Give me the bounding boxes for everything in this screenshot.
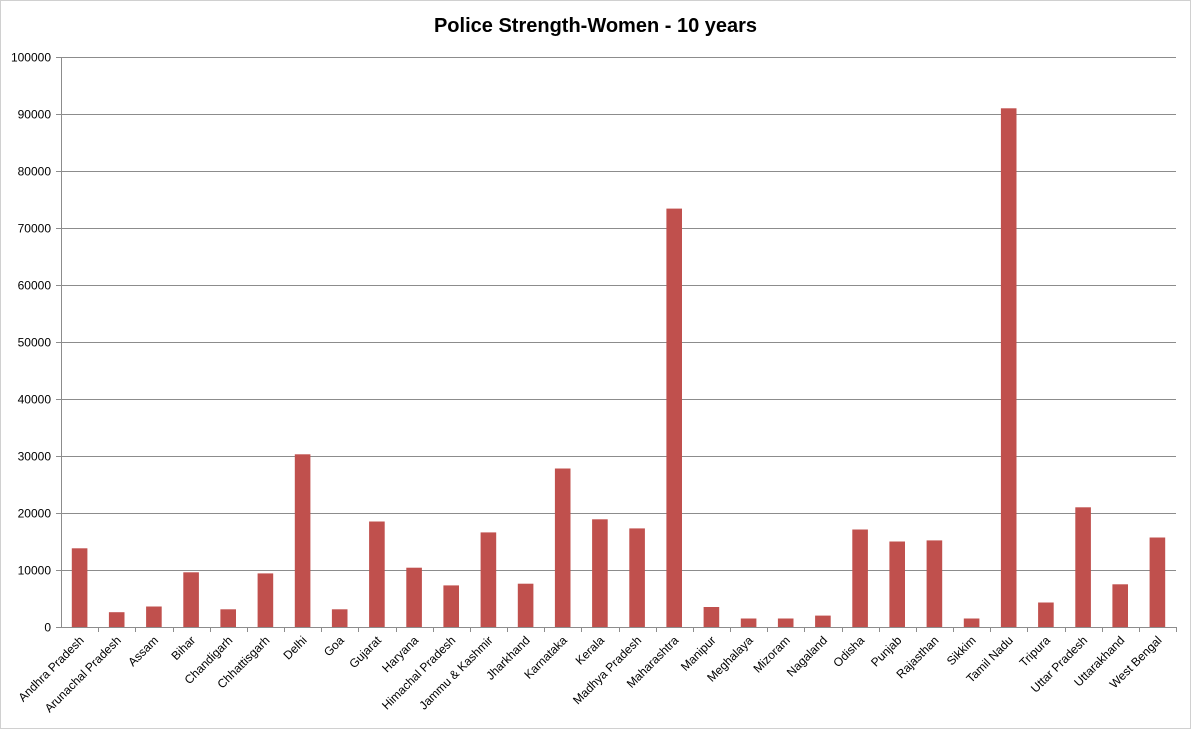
bar [257, 573, 274, 627]
bar [740, 618, 757, 627]
x-tick-label: Andhra Pradesh [15, 633, 86, 704]
x-tick-label: Assam [125, 633, 161, 669]
bar [1149, 537, 1166, 627]
y-tick-label: 70000 [18, 222, 52, 236]
bar [554, 468, 571, 627]
y-tick-label: 20000 [18, 507, 52, 521]
bar [629, 528, 645, 627]
bar [294, 454, 311, 627]
bar [815, 615, 831, 627]
bar [703, 607, 720, 627]
y-tick-label: 10000 [18, 564, 52, 578]
bar [443, 585, 459, 627]
y-tick-label: 0 [44, 621, 51, 635]
y-tick-label: 90000 [18, 108, 52, 122]
bar [480, 532, 497, 627]
x-tick-label: Bihar [168, 633, 198, 663]
bar [406, 567, 422, 627]
bar [1000, 108, 1017, 628]
x-tick-label: Kerala [573, 633, 608, 668]
y-tick-label: 60000 [18, 279, 52, 293]
bar [592, 519, 608, 627]
bar [1075, 507, 1091, 627]
bar [71, 548, 88, 627]
bar [108, 612, 125, 627]
x-tick-label: Sikkim [944, 633, 979, 668]
y-tick-label: 50000 [18, 336, 52, 350]
y-tick-label: 30000 [18, 450, 52, 464]
bar [852, 529, 868, 627]
y-tick-label: 100000 [11, 51, 51, 65]
bar [1038, 602, 1054, 627]
bar [369, 521, 385, 627]
bar [1112, 584, 1128, 628]
x-tick-label: Punjab [868, 633, 905, 670]
y-tick-label: 80000 [18, 165, 52, 179]
bar [777, 618, 794, 627]
bar [666, 208, 682, 627]
bar [146, 606, 162, 627]
chart-title: Police Strength-Women - 10 years [433, 15, 758, 37]
bar [220, 609, 236, 627]
bar [517, 583, 534, 627]
bar [331, 609, 348, 627]
bar [183, 572, 199, 627]
bar [963, 618, 980, 627]
x-tick-label: Delhi [280, 633, 309, 662]
bar [889, 541, 905, 627]
x-tick-label: Tripura [1017, 633, 1054, 670]
bar [926, 540, 943, 627]
y-tick-label: 40000 [18, 393, 52, 407]
x-tick-label: Nagaland [784, 633, 830, 679]
x-tick-label: Odisha [830, 633, 867, 670]
x-tick-label: Goa [321, 633, 347, 659]
